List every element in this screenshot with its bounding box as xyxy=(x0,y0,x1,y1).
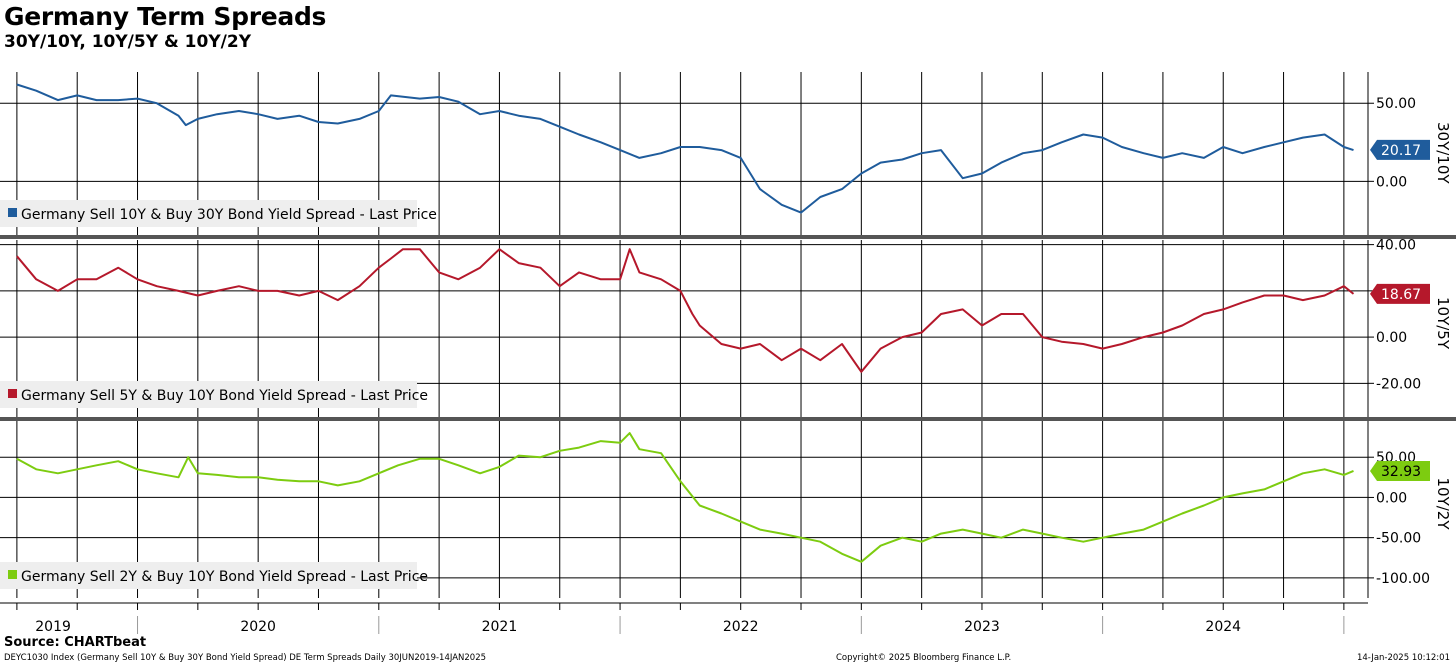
x-tick-label: 2019 xyxy=(35,619,71,635)
legend-box xyxy=(0,381,417,408)
y-tick-label: -100.00 xyxy=(1376,571,1430,587)
y-tick-label: 0.00 xyxy=(1376,490,1407,506)
y-tick-label: 0.00 xyxy=(1376,330,1407,346)
legend-swatch xyxy=(8,389,17,398)
x-tick-label: 2020 xyxy=(240,619,276,635)
x-tick-label: 2023 xyxy=(964,619,1000,635)
last-value-label: 18.67 xyxy=(1381,287,1421,303)
series-line xyxy=(16,248,1355,373)
last-value-tag xyxy=(1370,460,1430,481)
y-tick-label: 0.00 xyxy=(1376,174,1407,190)
legend-box xyxy=(0,200,417,227)
legend-label: Germany Sell 10Y & Buy 30Y Bond Yield Sp… xyxy=(21,207,437,223)
panel-30Y-10Y: 50.00 0.00 20.17 30Y/10Y Germany Sell 10Y & … xyxy=(0,72,1452,236)
axis-title: 10Y/5Y xyxy=(1434,297,1452,350)
axis-title: 10Y/2Y xyxy=(1434,478,1452,531)
legend-box xyxy=(0,562,417,589)
footer-copyright: Copyright© 2025 Bloomberg Finance L.P. xyxy=(836,653,1012,663)
legend-label: Germany Sell 2Y & Buy 10Y Bond Yield Spr… xyxy=(21,569,428,585)
panel-10Y-2Y: 50.000.00-50.00-100.0032.9310Y/2YGermany… xyxy=(0,421,1452,598)
chart-title: Germany Term Spreads xyxy=(4,2,327,31)
last-value-tag xyxy=(1370,139,1430,160)
legend-swatch xyxy=(8,208,17,217)
source-note: Source: CHARTbeat xyxy=(4,635,147,650)
last-value-tag xyxy=(1370,283,1430,304)
footer-timestamp: 14-Jan-2025 10:12:01 xyxy=(1356,653,1450,663)
axis-title: 30Y/10Y xyxy=(1434,122,1452,184)
legend-label: Germany Sell 5Y & Buy 10Y Bond Yield Spr… xyxy=(21,388,428,404)
y-tick-label: -50.00 xyxy=(1376,531,1421,547)
last-value-label: 20.17 xyxy=(1381,143,1421,159)
footer-ticker-info: DEYC1030 Index (Germany Sell 10Y & Buy 3… xyxy=(4,653,487,663)
chart-subtitle: 30Y/10Y, 10Y/5Y & 10Y/2Y xyxy=(4,32,251,52)
series-line xyxy=(16,83,1354,214)
y-tick-label: 50.00 xyxy=(1376,96,1416,112)
legend-swatch xyxy=(8,570,17,579)
x-tick-label: 2024 xyxy=(1205,619,1241,635)
y-tick-label: 40.00 xyxy=(1376,238,1416,254)
y-tick-label: -20.00 xyxy=(1376,376,1421,392)
x-tick-label: 2022 xyxy=(723,619,759,635)
series-line xyxy=(16,432,1354,563)
last-value-label: 32.93 xyxy=(1381,464,1421,480)
x-tick-label: 2021 xyxy=(482,619,518,635)
